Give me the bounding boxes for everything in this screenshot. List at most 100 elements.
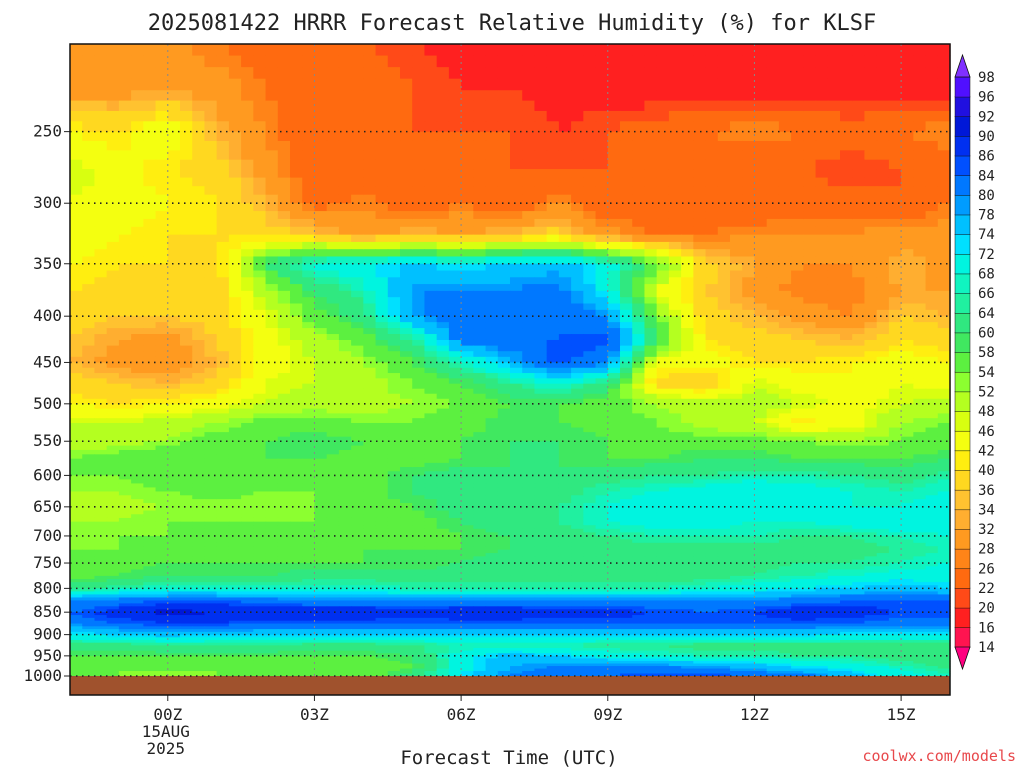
rh-cell bbox=[106, 479, 120, 485]
rh-cell bbox=[314, 309, 328, 317]
rh-cell bbox=[180, 270, 193, 278]
rh-cell bbox=[180, 328, 193, 335]
rh-cell bbox=[216, 491, 230, 496]
rh-cell bbox=[815, 218, 829, 228]
rh-cell bbox=[754, 270, 768, 278]
rh-cell bbox=[106, 418, 120, 424]
rh-cell bbox=[118, 449, 132, 455]
rh-cell bbox=[595, 479, 609, 485]
rh-cell bbox=[558, 131, 572, 142]
rh-cell bbox=[864, 339, 878, 347]
rh-cell bbox=[717, 234, 731, 243]
rh-cell bbox=[351, 403, 364, 410]
rh-cell bbox=[510, 334, 523, 341]
rh-cell bbox=[94, 203, 108, 212]
rh-cell bbox=[326, 309, 340, 317]
rh-cell bbox=[485, 277, 499, 285]
rh-cell bbox=[901, 403, 914, 410]
rh-cell bbox=[338, 491, 352, 496]
rh-cell bbox=[888, 194, 902, 204]
rh-cell bbox=[485, 487, 499, 493]
rh-cell bbox=[730, 427, 743, 433]
rh-cell bbox=[485, 418, 499, 424]
rh-cell bbox=[888, 445, 902, 451]
rh-cell bbox=[436, 309, 450, 317]
rh-cell bbox=[803, 398, 817, 405]
rh-cell bbox=[522, 483, 536, 489]
rh-cell bbox=[461, 270, 474, 278]
rh-cell bbox=[913, 177, 927, 187]
rh-cell bbox=[510, 322, 523, 329]
rh-cell bbox=[155, 388, 169, 395]
rh-cell bbox=[607, 454, 621, 460]
rh-cell bbox=[424, 408, 438, 414]
rh-cell bbox=[546, 203, 560, 212]
rh-cell bbox=[668, 454, 682, 460]
rh-cell bbox=[888, 169, 902, 179]
rh-cell bbox=[620, 297, 633, 305]
rh-cell bbox=[387, 121, 401, 133]
rh-cell bbox=[290, 393, 303, 400]
rh-cell bbox=[656, 211, 670, 220]
rh-cell bbox=[668, 169, 682, 179]
rh-cell bbox=[351, 177, 364, 187]
rh-cell bbox=[925, 121, 939, 133]
rh-cell bbox=[766, 218, 780, 228]
rh-cell bbox=[314, 345, 328, 352]
rh-cell bbox=[668, 90, 682, 102]
rh-cell bbox=[448, 422, 462, 429]
rh-cell bbox=[510, 177, 523, 187]
rh-cell bbox=[693, 427, 707, 433]
rh-cell bbox=[338, 263, 352, 272]
rh-cell bbox=[510, 203, 523, 212]
rh-cell bbox=[302, 100, 316, 112]
rh-cell bbox=[82, 362, 96, 369]
rh-cell bbox=[131, 445, 144, 451]
rh-cell bbox=[253, 277, 267, 285]
rh-cell bbox=[375, 303, 389, 311]
rh-cell bbox=[253, 449, 267, 455]
rh-cell bbox=[387, 462, 401, 468]
rh-cell bbox=[290, 449, 303, 455]
rh-cell bbox=[901, 90, 914, 102]
rh-cell bbox=[473, 471, 487, 477]
rh-cell bbox=[754, 432, 768, 438]
rh-cell bbox=[290, 234, 303, 243]
rh-cell bbox=[558, 186, 572, 196]
rh-cell bbox=[228, 203, 242, 212]
rh-cell bbox=[876, 256, 890, 265]
rh-cell bbox=[510, 432, 523, 438]
rh-cell bbox=[290, 471, 303, 477]
rh-cell bbox=[216, 186, 230, 196]
rh-cell bbox=[106, 290, 120, 298]
rh-cell bbox=[522, 316, 536, 323]
rh-cell bbox=[180, 367, 193, 374]
rh-cell bbox=[534, 284, 548, 292]
rh-cell bbox=[607, 131, 621, 142]
rh-cell bbox=[448, 169, 462, 179]
rh-cell bbox=[412, 322, 426, 329]
rh-cell bbox=[522, 121, 536, 133]
rh-cell bbox=[644, 177, 658, 187]
rh-cell bbox=[70, 316, 83, 323]
rh-cell bbox=[497, 194, 511, 204]
rh-cell bbox=[351, 249, 364, 258]
rh-cell bbox=[118, 67, 132, 80]
rh-cell bbox=[815, 309, 829, 317]
rh-cell bbox=[338, 100, 352, 112]
rh-cell bbox=[913, 270, 927, 278]
rh-cell bbox=[131, 495, 144, 500]
rh-cell bbox=[558, 140, 572, 151]
rh-cell bbox=[717, 284, 731, 292]
rh-cell bbox=[656, 467, 670, 472]
rh-cell bbox=[864, 211, 878, 220]
rh-cell bbox=[620, 270, 633, 278]
rh-cell bbox=[937, 356, 951, 364]
rh-cell bbox=[632, 458, 646, 464]
rh-cell bbox=[937, 436, 951, 442]
rh-cell bbox=[167, 408, 181, 414]
rh-cell bbox=[913, 432, 927, 438]
rh-cell bbox=[754, 316, 768, 323]
rh-cell bbox=[730, 362, 743, 369]
rh-cell bbox=[436, 140, 450, 151]
